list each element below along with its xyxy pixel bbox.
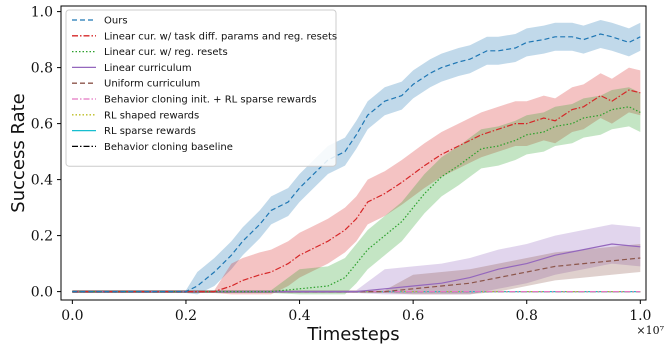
y-tick-label: 1.0: [31, 5, 53, 21]
x-tick-label: 0.0: [61, 308, 83, 324]
series-line-5: [72, 257, 641, 293]
y-tick-label: 0.6: [31, 117, 53, 133]
series-band-1: [72, 20, 641, 295]
y-tick-label: 0.0: [31, 285, 53, 301]
legend-label-4: Linear curriculum: [104, 63, 192, 74]
y-axis-ticks: 0.0 0.2 0.4 0.6 0.8 1.0: [31, 5, 61, 301]
y-tick-label: 0.4: [31, 173, 53, 189]
x-axis-ticks: 0.0 0.2 0.4 0.6 0.8 1.0: [61, 300, 651, 324]
legend-label-1: Ours: [104, 16, 128, 27]
y-tick-label: 0.2: [31, 229, 53, 245]
x-tick-label: 0.6: [402, 308, 424, 324]
legend-label-6: Behavior cloning init. + RL sparse rewar…: [104, 95, 317, 106]
series-lines: [72, 33, 641, 293]
series-line-1: [72, 33, 641, 293]
x-tick-label: 0.2: [175, 308, 197, 324]
series-line-4: [72, 243, 641, 293]
series-line-2: [72, 89, 641, 293]
series-line-3: [72, 106, 641, 293]
x-axis-label: Timesteps: [306, 324, 399, 345]
series-band-2: [72, 67, 641, 295]
series-band-3: [72, 87, 641, 295]
legend-label-5: Uniform curriculum: [104, 79, 200, 90]
series-band-4: [72, 224, 641, 295]
plot-frame: [60, 5, 647, 301]
legend: Ours Linear cur. w/ task diff. params and…: [65, 9, 337, 167]
y-tick-label: 0.8: [31, 61, 53, 77]
x-tick-label: 0.4: [288, 308, 310, 324]
x-axis-multiplier: ×10⁷: [636, 324, 664, 337]
x-tick-label: 1.0: [629, 308, 651, 324]
series-band-5: [72, 244, 641, 295]
confidence-bands: [72, 20, 641, 295]
legend-label-3: Linear cur. w/ reg. resets: [104, 47, 228, 58]
legend-frame: [65, 9, 337, 167]
legend-label-8: RL sparse rewards: [104, 126, 196, 137]
x-tick-label: 0.8: [516, 308, 538, 324]
legend-label-2: Linear cur. w/ task diff. params and reg…: [104, 31, 337, 42]
legend-label-7: RL shaped rewards: [104, 110, 199, 121]
legend-label-9: Behavior cloning baseline: [104, 142, 233, 153]
y-axis-label: Success Rate: [8, 93, 29, 212]
